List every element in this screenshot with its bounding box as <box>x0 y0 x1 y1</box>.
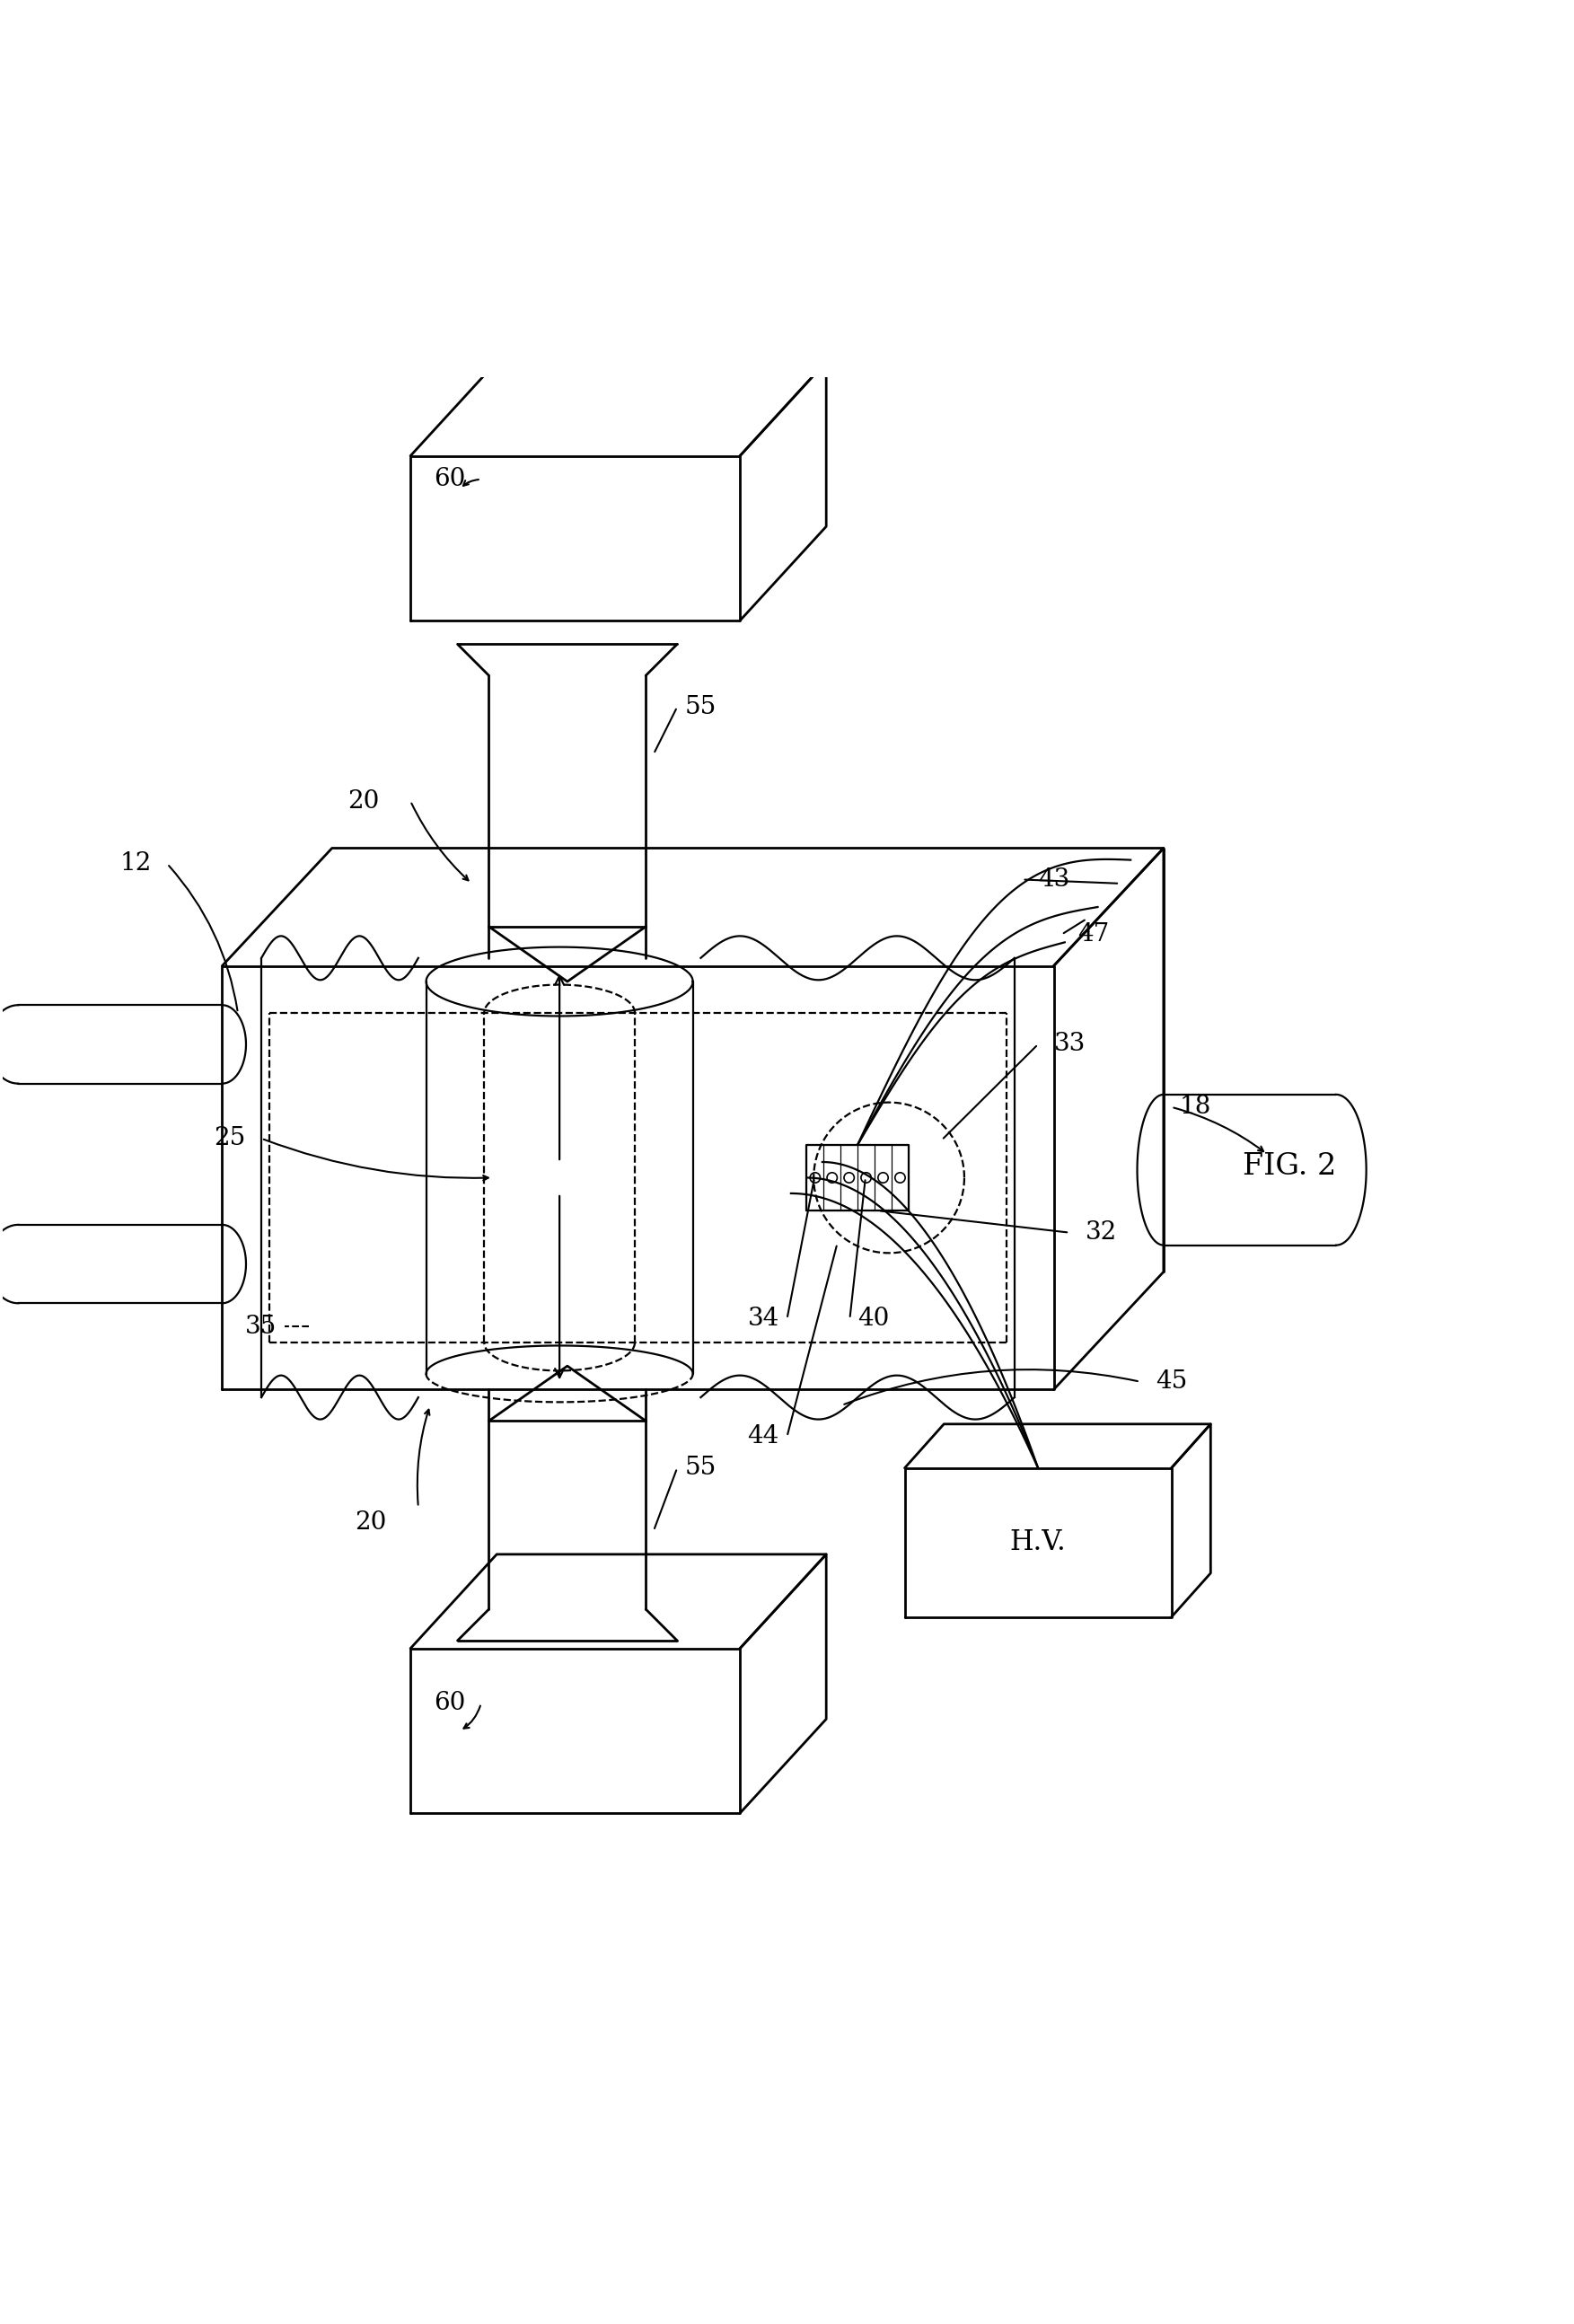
Text: 40: 40 <box>858 1306 889 1332</box>
Text: 34: 34 <box>748 1306 779 1332</box>
Text: 20: 20 <box>348 788 379 813</box>
Text: 60: 60 <box>433 1692 466 1715</box>
Bar <box>841 1146 858 1211</box>
Bar <box>891 1146 908 1211</box>
Text: 55: 55 <box>685 1455 716 1480</box>
Text: 44: 44 <box>748 1425 779 1448</box>
Text: 20: 20 <box>356 1511 387 1536</box>
Bar <box>875 1146 891 1211</box>
Bar <box>823 1146 841 1211</box>
Text: 45: 45 <box>1155 1369 1187 1394</box>
Text: FIG. 2: FIG. 2 <box>1242 1153 1336 1181</box>
Bar <box>858 1146 875 1211</box>
Text: 43: 43 <box>1037 867 1070 892</box>
Text: 32: 32 <box>1084 1220 1118 1246</box>
Text: 60: 60 <box>433 467 466 490</box>
Text: 25: 25 <box>214 1127 246 1150</box>
Text: 35: 35 <box>246 1315 277 1339</box>
Text: 12: 12 <box>120 851 151 876</box>
Text: 55: 55 <box>685 695 716 718</box>
Text: H.V.: H.V. <box>1011 1529 1066 1557</box>
Text: 47: 47 <box>1077 923 1110 946</box>
Bar <box>806 1146 823 1211</box>
Text: 18: 18 <box>1179 1095 1210 1120</box>
Text: 33: 33 <box>1053 1032 1086 1057</box>
